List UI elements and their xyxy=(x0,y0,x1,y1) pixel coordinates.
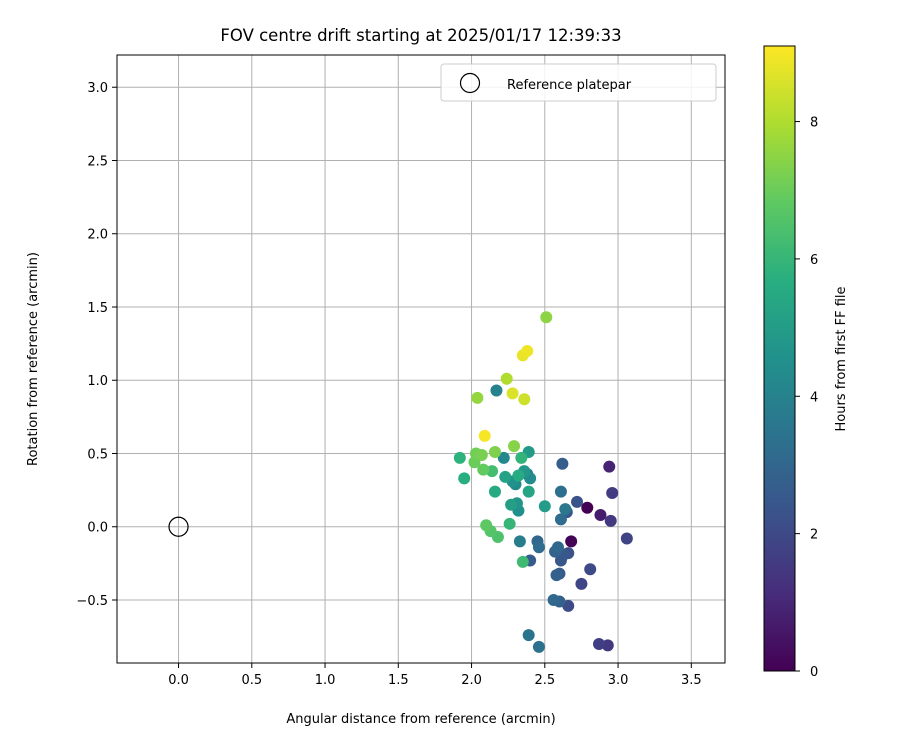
colorbar-tick-label: 0 xyxy=(810,665,818,680)
scatter-point xyxy=(513,535,526,548)
scatter-point xyxy=(594,509,607,522)
legend: Reference platepar xyxy=(440,63,717,102)
y-axis-ticks: −0.5 0.0 0.5 1.0 1.5 2.0 2.5 3.0 xyxy=(76,81,117,609)
scatter-point xyxy=(512,469,525,482)
scatter-point xyxy=(505,498,518,511)
scatter-point xyxy=(516,555,529,568)
scatter-point xyxy=(475,448,488,461)
scatter-point xyxy=(453,451,466,464)
scatter-point xyxy=(620,532,633,545)
colorbar-ticks: 0 2 4 6 8 xyxy=(795,116,818,680)
scatter-point xyxy=(497,451,510,464)
scatter-point xyxy=(522,485,535,498)
x-tick-label: 0.0 xyxy=(168,673,189,688)
scatter-point xyxy=(521,344,534,357)
reference-point xyxy=(168,516,189,537)
scatter-point xyxy=(551,541,564,554)
scatter-point xyxy=(584,563,597,576)
scatter-point xyxy=(604,514,617,527)
data-points xyxy=(453,311,633,653)
x-tick-label: 3.0 xyxy=(608,673,629,688)
colorbar-gradient xyxy=(763,45,796,672)
x-axis-ticks: 0.0 0.5 1.0 1.5 2.0 2.5 3.0 3.5 xyxy=(168,663,702,688)
x-tick-label: 2.0 xyxy=(461,673,482,688)
scatter-point xyxy=(550,569,563,582)
scatter-point xyxy=(603,460,616,473)
scatter-point xyxy=(488,485,501,498)
reference-marker xyxy=(168,516,189,537)
colorbar-tick-label: 4 xyxy=(810,390,818,405)
scatter-point xyxy=(515,451,528,464)
colorbar: 0 2 4 6 8 Hours from first FF file xyxy=(763,45,849,680)
scatter-point xyxy=(471,391,484,404)
y-tick-label: 0.0 xyxy=(87,521,108,536)
scatter-point xyxy=(503,517,516,530)
y-axis-label: Rotation from reference (arcmin) xyxy=(26,252,41,466)
y-tick-label: 1.0 xyxy=(87,374,108,389)
x-tick-label: 1.5 xyxy=(388,673,409,688)
scatter-point xyxy=(488,446,501,459)
scatter-point xyxy=(593,637,606,650)
x-tick-label: 3.5 xyxy=(681,673,702,688)
legend-label-reference: Reference platepar xyxy=(507,78,632,93)
scatter-point xyxy=(581,501,594,514)
scatter-point xyxy=(606,487,619,500)
scatter-point xyxy=(499,470,512,483)
y-tick-label: 0.5 xyxy=(87,447,108,462)
scatter-point xyxy=(500,372,513,385)
scatter-point xyxy=(554,554,567,567)
scatter-point xyxy=(540,311,553,324)
scatter-point xyxy=(506,387,519,400)
scatter-point xyxy=(538,500,551,513)
scatter-point xyxy=(559,503,572,516)
scatter-point xyxy=(571,495,584,508)
scatter-point xyxy=(547,594,560,607)
scatter-point xyxy=(575,577,588,590)
y-tick-label: 2.0 xyxy=(87,228,108,243)
scatter-point xyxy=(480,519,493,532)
scatter-point xyxy=(477,463,490,476)
scatter-point xyxy=(554,513,567,526)
colorbar-tick-label: 8 xyxy=(810,116,818,131)
scatter-point xyxy=(458,472,471,485)
legend-box xyxy=(440,63,717,102)
scatter-point xyxy=(478,429,491,442)
scatter-point xyxy=(522,629,535,642)
scatter-point xyxy=(565,535,578,548)
scatter-point xyxy=(532,541,545,554)
grid xyxy=(117,55,725,663)
scatter-point xyxy=(508,440,521,453)
scatter-point xyxy=(490,384,503,397)
scatter-point xyxy=(554,485,567,498)
x-tick-label: 1.0 xyxy=(315,673,336,688)
y-tick-label: 3.0 xyxy=(87,81,108,96)
scatter-point xyxy=(532,640,545,653)
x-axis-label: Angular distance from reference (arcmin) xyxy=(286,712,555,727)
x-tick-label: 2.5 xyxy=(534,673,555,688)
plot-frame xyxy=(116,54,726,664)
colorbar-label: Hours from first FF file xyxy=(834,286,849,431)
legend-marker-reference xyxy=(459,72,481,94)
y-tick-label: 2.5 xyxy=(87,154,108,169)
y-tick-label: 1.5 xyxy=(87,301,108,316)
scatter-point xyxy=(556,457,569,470)
colorbar-tick-label: 2 xyxy=(810,528,818,543)
chart-title: FOV centre drift starting at 2025/01/17 … xyxy=(220,26,621,45)
scatter-point xyxy=(518,393,531,406)
colorbar-tick-label: 6 xyxy=(810,253,818,268)
x-tick-label: 0.5 xyxy=(241,673,262,688)
y-tick-label: −0.5 xyxy=(76,594,108,609)
